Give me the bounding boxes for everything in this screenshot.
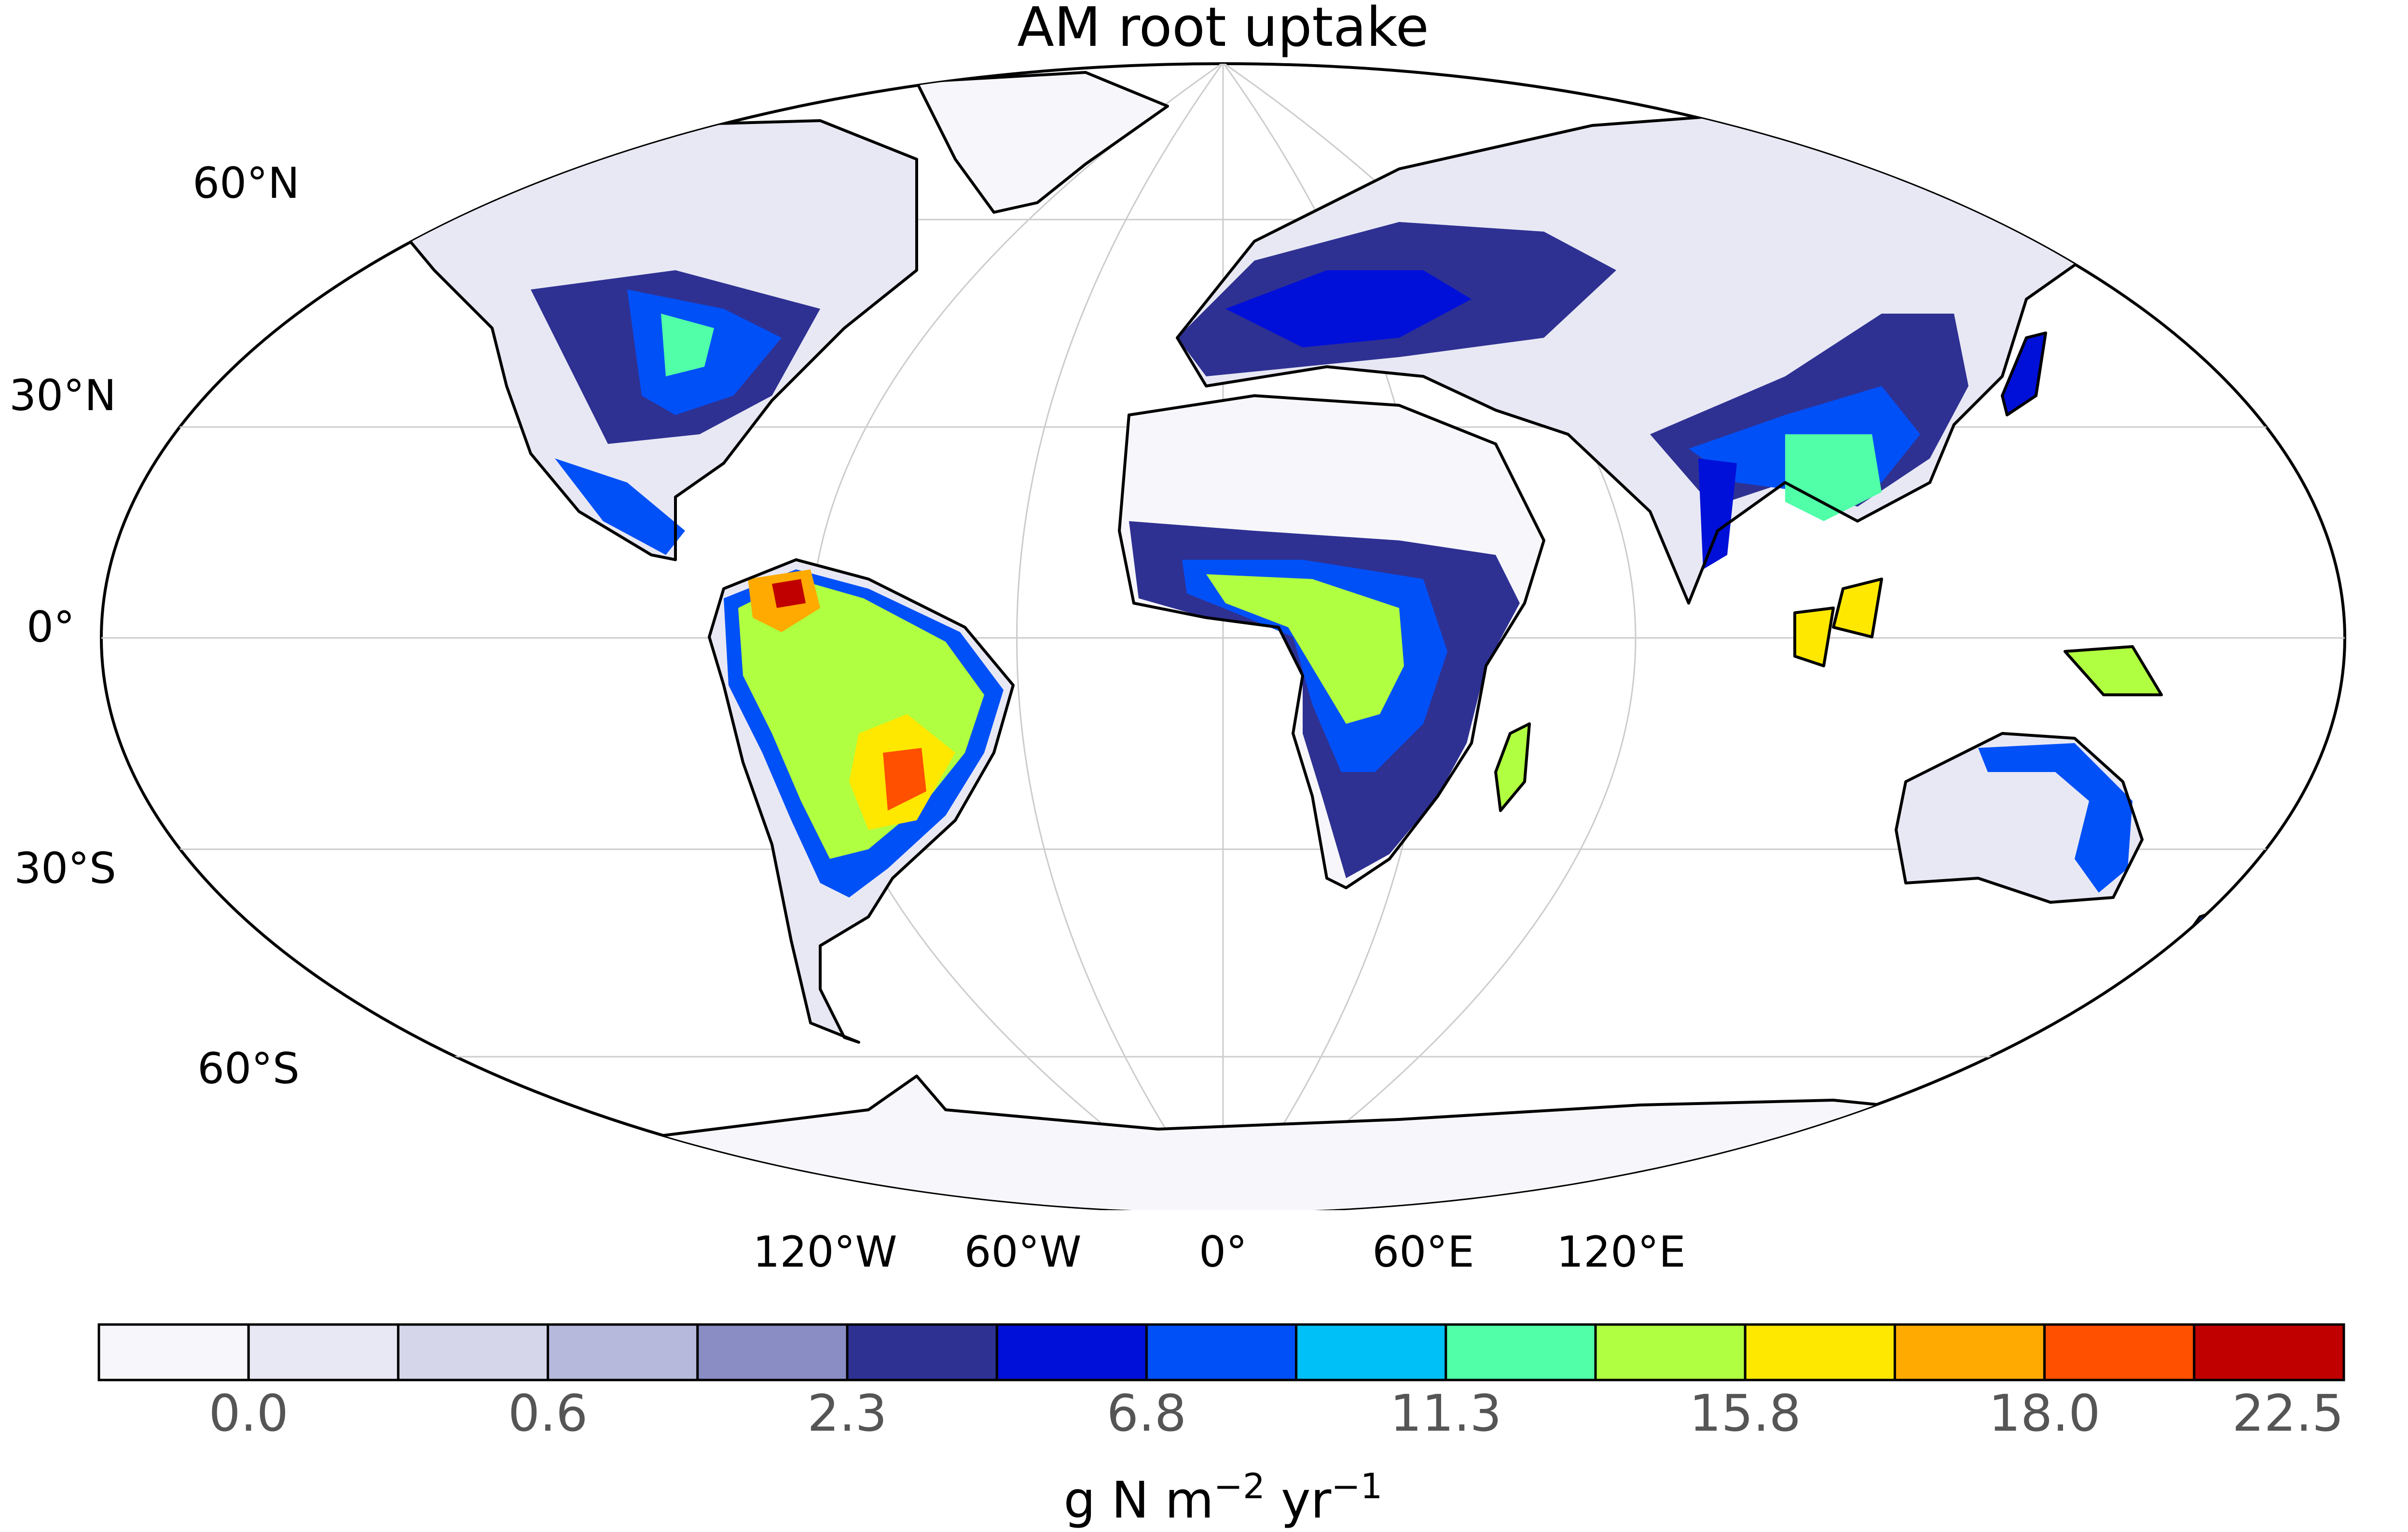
colorbar-tick-labels: 0.0 0.6 2.3 6.8 11.3 15.8 18.0 22.5 [208, 1384, 2344, 1443]
longitude-labels: 120°W 60°W 0° 60°E 120°E [753, 1227, 1686, 1277]
greenland [915, 71, 1169, 214]
gridline-60w [1016, 64, 1224, 1212]
southeast-asia-islands [1793, 578, 2163, 696]
colorbar-swatch [2043, 1323, 2196, 1381]
lat-label-30s: 30°S [14, 843, 116, 893]
latitude-labels: 60°N 30°N 0° 30°S 60°S [9, 158, 300, 1093]
map-title: AM root uptake [1017, 0, 1429, 59]
lat-label-60n: 60°N [193, 158, 300, 208]
colorbar-tick-label: 0.6 [508, 1384, 588, 1443]
colorbar-swatch [547, 1323, 699, 1381]
colorbar-tick-label: 18.0 [1989, 1384, 2101, 1443]
lat-label-0: 0° [27, 602, 75, 652]
lon-label-0: 0° [1199, 1227, 1247, 1277]
lat-label-60s: 60°S [197, 1044, 300, 1093]
colorbar-swatch [696, 1323, 849, 1381]
africa [1118, 394, 1545, 889]
eurasia [1176, 110, 2124, 605]
colorbar-tick-label: 11.3 [1390, 1384, 1502, 1443]
colorbar-tick-label: 15.8 [1689, 1384, 1801, 1443]
colorbar-swatch [247, 1323, 399, 1381]
lon-label-60e: 60°E [1372, 1227, 1474, 1277]
colorbar-swatch [1145, 1323, 1298, 1381]
japan [2001, 331, 2047, 416]
colorbar-swatch [2193, 1323, 2345, 1381]
colorbar-units-label: g N m−2 yr−1 [1064, 1466, 1383, 1530]
colorbar-swatch [1295, 1323, 1447, 1381]
lon-label-120e: 120°E [1556, 1227, 1686, 1277]
colorbar-tick-label: 6.8 [1107, 1384, 1186, 1443]
colorbar-tick-label: 0.0 [208, 1384, 288, 1443]
colorbar-swatch [1893, 1323, 2046, 1381]
lon-label-60w: 60°W [964, 1227, 1082, 1277]
colorbar-swatch [1445, 1323, 1597, 1381]
colorbar-swatch [995, 1323, 1148, 1381]
colorbar-swatch [846, 1323, 998, 1381]
colorbar-swatch [97, 1323, 250, 1381]
lon-label-120w: 120°W [753, 1227, 897, 1277]
colorbar-tick-label: 2.3 [807, 1384, 887, 1443]
colorbar-swatch [397, 1323, 550, 1381]
colorbar-tick-label: 22.5 [2232, 1384, 2344, 1443]
colorbar-swatch [1744, 1323, 1896, 1381]
north-america [375, 119, 918, 561]
colorbar [97, 1323, 2345, 1381]
lat-label-30n: 30°N [9, 371, 116, 420]
colorbar-swatch [1594, 1323, 1747, 1381]
south-america [708, 558, 1015, 1044]
